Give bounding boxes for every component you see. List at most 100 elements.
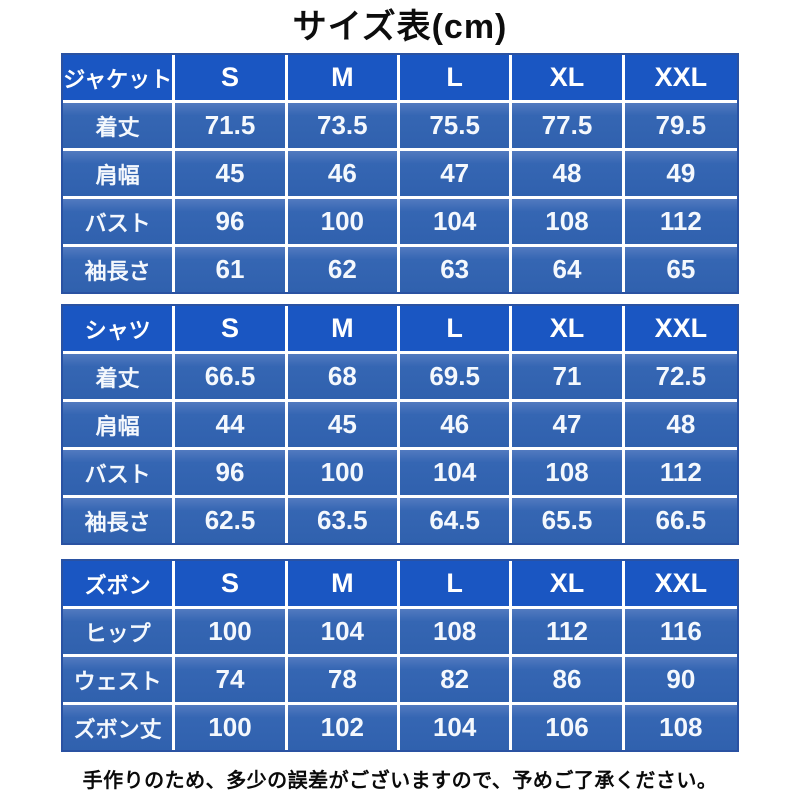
value-cell: 71.5 xyxy=(175,103,288,151)
table-row: ヒップ 100 104 108 112 116 xyxy=(63,609,737,657)
value-cell: 61 xyxy=(175,247,288,292)
value-cell: 86 xyxy=(512,657,625,705)
value-cell: 90 xyxy=(624,657,737,705)
value-cell: 102 xyxy=(287,705,400,750)
table-row: バスト 96 100 104 108 112 xyxy=(63,199,737,247)
value-cell: 47 xyxy=(399,151,513,199)
value-cell: 75.5 xyxy=(399,103,513,151)
size-table-jacket: ジャケット S M L XL XXL 着丈 71.5 73.5 75.5 77.… xyxy=(61,53,739,294)
value-cell: 64.5 xyxy=(399,498,513,543)
size-col-header: XL xyxy=(512,306,625,354)
value-cell: 62 xyxy=(287,247,400,292)
value-cell: 100 xyxy=(175,705,288,750)
value-cell: 104 xyxy=(399,705,513,750)
value-cell: 66.5 xyxy=(624,498,737,543)
size-table-pants: ズボン S M L XL XXL ヒップ 100 104 108 112 116… xyxy=(61,559,739,752)
table-row: 袖長さ 61 62 63 64 65 xyxy=(63,247,737,292)
value-cell: 73.5 xyxy=(287,103,400,151)
size-col-header: M xyxy=(287,55,400,103)
row-label-cell: 袖長さ xyxy=(63,247,176,292)
section-title-cell: シャツ xyxy=(63,306,176,354)
value-cell: 46 xyxy=(399,402,513,450)
value-cell: 100 xyxy=(287,450,400,498)
value-cell: 63 xyxy=(399,247,513,292)
value-cell: 112 xyxy=(624,450,737,498)
value-cell: 44 xyxy=(175,402,288,450)
value-cell: 69.5 xyxy=(399,354,513,402)
table-row: 肩幅 45 46 47 48 49 xyxy=(63,151,737,199)
size-col-header: M xyxy=(287,561,400,609)
value-cell: 68 xyxy=(287,354,400,402)
size-col-header: S xyxy=(175,561,288,609)
value-cell: 45 xyxy=(287,402,400,450)
table-row: バスト 96 100 104 108 112 xyxy=(63,450,737,498)
value-cell: 108 xyxy=(512,199,625,247)
value-cell: 116 xyxy=(624,609,737,657)
table-header-row: ズボン S M L XL XXL xyxy=(63,561,737,609)
value-cell: 96 xyxy=(175,450,288,498)
page-title: サイズ表(cm) xyxy=(292,8,508,46)
row-label-cell: 袖長さ xyxy=(63,498,176,543)
value-cell: 72.5 xyxy=(624,354,737,402)
row-label-cell: ウェスト xyxy=(63,657,176,705)
value-cell: 47 xyxy=(512,402,625,450)
value-cell: 46 xyxy=(287,151,400,199)
value-cell: 108 xyxy=(512,450,625,498)
value-cell: 48 xyxy=(512,151,625,199)
value-cell: 82 xyxy=(399,657,513,705)
value-cell: 112 xyxy=(624,199,737,247)
value-cell: 104 xyxy=(287,609,400,657)
table-header-row: ジャケット S M L XL XXL xyxy=(63,55,737,103)
size-col-header: XL xyxy=(512,561,625,609)
value-cell: 48 xyxy=(624,402,737,450)
row-label-cell: ヒップ xyxy=(63,609,176,657)
size-col-header: L xyxy=(399,306,513,354)
row-label-cell: 肩幅 xyxy=(63,151,176,199)
row-label-cell: バスト xyxy=(63,199,176,247)
size-col-header: XXL xyxy=(624,306,737,354)
size-col-header: S xyxy=(175,55,288,103)
value-cell: 100 xyxy=(287,199,400,247)
value-cell: 45 xyxy=(175,151,288,199)
footer-note: 手作りのため、多少の誤差がございますので、予めご了承ください。 xyxy=(82,770,718,792)
value-cell: 49 xyxy=(624,151,737,199)
row-label-cell: 着丈 xyxy=(63,354,176,402)
value-cell: 66.5 xyxy=(175,354,288,402)
section-title-cell: ジャケット xyxy=(63,55,176,103)
table-header-row: シャツ S M L XL XXL xyxy=(63,306,737,354)
row-label-cell: バスト xyxy=(63,450,176,498)
value-cell: 65.5 xyxy=(512,498,625,543)
value-cell: 71 xyxy=(512,354,625,402)
table-row: 袖長さ 62.5 63.5 64.5 65.5 66.5 xyxy=(63,498,737,543)
size-table-shirt: シャツ S M L XL XXL 着丈 66.5 68 69.5 71 72.5… xyxy=(61,304,739,545)
row-label-cell: 肩幅 xyxy=(63,402,176,450)
value-cell: 64 xyxy=(512,247,625,292)
value-cell: 112 xyxy=(512,609,625,657)
size-tables-container: ジャケット S M L XL XXL 着丈 71.5 73.5 75.5 77.… xyxy=(61,53,739,752)
size-col-header: XL xyxy=(512,55,625,103)
value-cell: 108 xyxy=(624,705,737,750)
value-cell: 100 xyxy=(175,609,288,657)
value-cell: 104 xyxy=(399,199,513,247)
size-col-header: L xyxy=(399,55,513,103)
size-col-header: XXL xyxy=(624,55,737,103)
table-row: ズボン丈 100 102 104 106 108 xyxy=(63,705,737,750)
table-row: ウェスト 74 78 82 86 90 xyxy=(63,657,737,705)
row-label-cell: 着丈 xyxy=(63,103,176,151)
value-cell: 74 xyxy=(175,657,288,705)
value-cell: 65 xyxy=(624,247,737,292)
value-cell: 106 xyxy=(512,705,625,750)
section-title-cell: ズボン xyxy=(63,561,176,609)
table-row: 着丈 71.5 73.5 75.5 77.5 79.5 xyxy=(63,103,737,151)
value-cell: 77.5 xyxy=(512,103,625,151)
table-row: 肩幅 44 45 46 47 48 xyxy=(63,402,737,450)
table-row: 着丈 66.5 68 69.5 71 72.5 xyxy=(63,354,737,402)
row-label-cell: ズボン丈 xyxy=(63,705,176,750)
size-col-header: XXL xyxy=(624,561,737,609)
value-cell: 63.5 xyxy=(287,498,400,543)
value-cell: 108 xyxy=(399,609,513,657)
value-cell: 62.5 xyxy=(175,498,288,543)
value-cell: 78 xyxy=(287,657,400,705)
value-cell: 79.5 xyxy=(624,103,737,151)
